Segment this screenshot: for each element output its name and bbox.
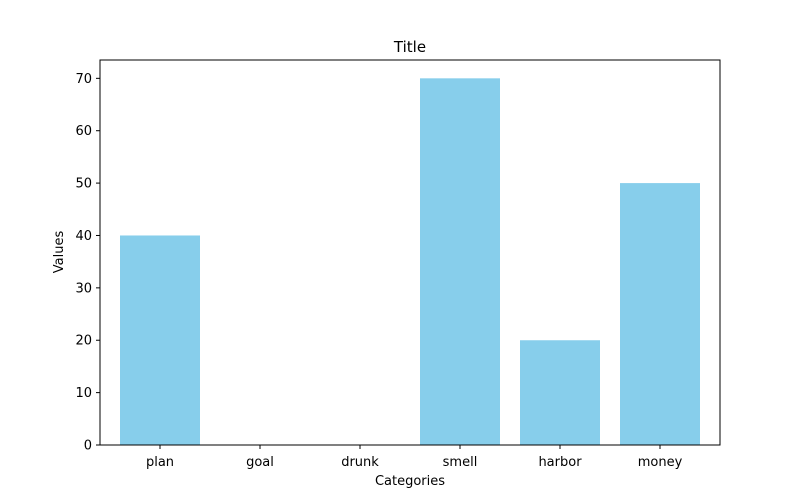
plot-frame — [99, 59, 721, 446]
chart-title: Title — [393, 38, 426, 56]
x-tick-label: goal — [246, 455, 274, 470]
y-tick-label: 40 — [75, 229, 92, 244]
x-tick-label: smell — [443, 455, 478, 470]
x-tick-label: plan — [146, 455, 174, 470]
x-axis-label: Categories — [375, 474, 445, 489]
x-tick-label: drunk — [341, 455, 379, 470]
bar-money — [620, 183, 700, 445]
bar-smell — [420, 78, 500, 445]
y-tick-label: 0 — [84, 439, 92, 454]
x-tick-label: money — [638, 455, 683, 470]
y-tick-label: 60 — [75, 124, 92, 139]
bar-harbor — [520, 340, 600, 445]
y-tick-label: 30 — [75, 281, 92, 296]
y-tick-label: 50 — [75, 177, 92, 192]
bars-group — [120, 78, 700, 445]
y-tick-label: 10 — [75, 386, 92, 401]
y-axis-label: Values — [52, 231, 67, 274]
x-tick-label: harbor — [538, 455, 582, 470]
y-tick-label: 70 — [75, 72, 92, 87]
y-tick-label: 20 — [75, 334, 92, 349]
bar-plan — [120, 235, 200, 445]
y-axis: 0 10 20 30 40 50 60 70 — [75, 72, 100, 454]
x-axis: plan goal drunk smell harbor money — [146, 445, 683, 470]
